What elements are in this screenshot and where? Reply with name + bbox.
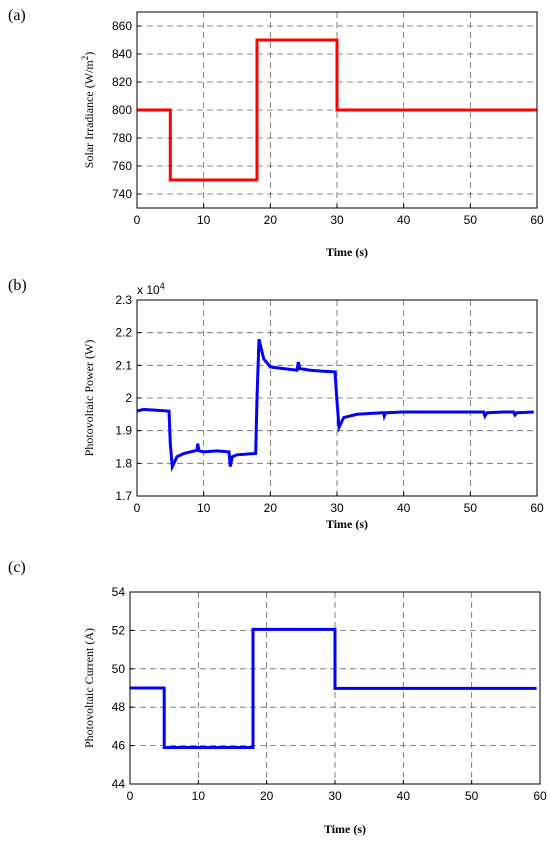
x-tick-label: 20 — [260, 789, 274, 803]
y-axis-label-text: Solar Irradiance (W/m — [82, 60, 96, 169]
chart-panel-a: (a) 0 10 20 30 40 50 60 740 760 780 800 820 840 860 Tim… — [8, 7, 544, 259]
y-axis-label-text: Photovoltaic Power (W) — [82, 340, 96, 457]
y-tick-label: 52 — [112, 623, 126, 637]
x-axis-label: Time (s) — [326, 517, 368, 531]
y-tick-label: 1.7 — [115, 489, 132, 503]
y-tick-label: 760 — [112, 159, 132, 173]
x-tick-label: 50 — [465, 789, 479, 803]
plot-frame — [136, 11, 538, 209]
x-axis-label: Time (s) — [326, 245, 368, 259]
y-tick-label: 46 — [112, 739, 126, 753]
y-tick-label: 840 — [112, 47, 132, 61]
x-tick-label: 0 — [134, 501, 141, 515]
x-tick-label: 40 — [397, 213, 411, 227]
x-tick-label: 20 — [264, 213, 278, 227]
panel-label: (a) — [8, 7, 26, 24]
y-tick-label: 1.9 — [115, 424, 132, 438]
x-tick-label: 40 — [397, 501, 411, 515]
x-tick-label: 50 — [464, 501, 478, 515]
y-tick-label: 1.8 — [115, 456, 132, 470]
y-axis-label-text: Photovoltaic Current (A) — [82, 628, 96, 748]
chart-panel-c: (c) 0 10 20 30 40 50 60 44 46 48 50 52 54 Time (s) Phot… — [8, 559, 547, 836]
panel-label: (b) — [8, 277, 27, 294]
x-tick-label: 40 — [397, 789, 411, 803]
y-tick-label: 44 — [112, 777, 126, 791]
plot-frame — [129, 591, 541, 785]
x-tick-label: 0 — [127, 789, 134, 803]
y-axis-label: Photovoltaic Current (A) — [82, 628, 96, 748]
x-tick-label: 50 — [464, 213, 478, 227]
y-tick-label: 2.1 — [115, 358, 132, 372]
x-tick-label: 30 — [328, 789, 342, 803]
series-line — [130, 627, 537, 749]
axis-multiplier-exponent: 4 — [160, 281, 165, 291]
y-tick-label: 2.2 — [115, 326, 132, 340]
panel-label: (c) — [8, 559, 26, 576]
y-tick-label: 780 — [112, 131, 132, 145]
axis-multiplier: x 104 — [137, 281, 165, 297]
series-line — [137, 38, 537, 182]
y-tick-label: 740 — [112, 187, 132, 201]
y-tick-label: 820 — [112, 75, 132, 89]
x-tick-label: 10 — [197, 213, 211, 227]
y-tick-label: 2.3 — [115, 293, 132, 307]
y-axis-label: Photovoltaic Power (W) — [82, 340, 96, 457]
series-line — [136, 338, 534, 473]
y-tick-label: 860 — [112, 19, 132, 33]
chart-panel-b: (b) 0 10 20 30 40 50 60 1.7 1.8 1.9 2 2.1 2.2 2.3 Time … — [8, 277, 544, 531]
y-tick-label: 50 — [112, 662, 126, 676]
x-tick-label: 20 — [264, 501, 278, 515]
x-tick-label: 0 — [134, 213, 141, 227]
x-tick-label: 60 — [530, 501, 544, 515]
y-axis-label: Solar Irradiance (W/m2) — [80, 52, 96, 168]
y-tick-label: 48 — [112, 700, 126, 714]
y-tick-label: 54 — [112, 585, 126, 599]
y-axis-label-close: ) — [82, 52, 96, 56]
x-tick-label: 10 — [197, 501, 211, 515]
x-tick-label: 30 — [330, 501, 344, 515]
y-tick-label: 2 — [125, 391, 132, 405]
x-tick-label: 30 — [330, 213, 344, 227]
y-tick-label: 800 — [112, 103, 132, 117]
plot-frame — [136, 299, 538, 497]
x-tick-label: 60 — [533, 789, 547, 803]
x-tick-label: 60 — [530, 213, 544, 227]
axis-multiplier-base: x 10 — [137, 283, 160, 297]
x-tick-label: 10 — [192, 789, 206, 803]
y-axis-label-superscript: 2 — [80, 56, 90, 61]
x-axis-label: Time (s) — [324, 822, 366, 836]
